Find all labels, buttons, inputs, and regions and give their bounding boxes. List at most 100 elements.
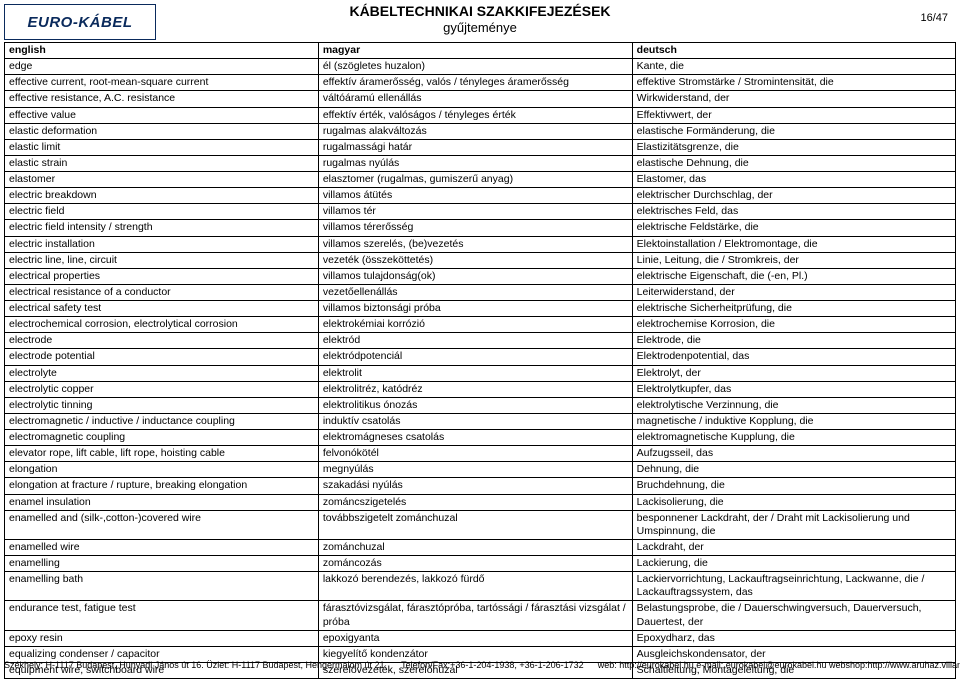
- cell: elektrochemise Korrosion, die: [632, 317, 955, 333]
- footer-address: Székhely: H-1117 Budapest, Hunyadi János…: [4, 660, 387, 670]
- table-row: electrolytic tinningelektrolitikus ónozá…: [5, 397, 956, 413]
- cell: elektrolitikus ónozás: [318, 397, 632, 413]
- cell: Wirkwiderstand, der: [632, 91, 955, 107]
- cell: Linie, Leitung, die / Stromkreis, der: [632, 252, 955, 268]
- cell: továbbszigetelt zománchuzal: [318, 510, 632, 539]
- cell: Lackdraht, der: [632, 539, 955, 555]
- table-row: elastic strainrugalmas nyúláselastische …: [5, 155, 956, 171]
- cell: rugalmas nyúlás: [318, 155, 632, 171]
- cell: Lackierung, die: [632, 556, 955, 572]
- cell: electrochemical corrosion, electrolytica…: [5, 317, 319, 333]
- cell: elastomer: [5, 172, 319, 188]
- cell: Elektrode, die: [632, 333, 955, 349]
- table-row: electrical safety testvillamos biztonság…: [5, 301, 956, 317]
- cell: electric field intensity / strength: [5, 220, 319, 236]
- cell: electrical resistance of a conductor: [5, 284, 319, 300]
- table-row: elastomerelasztomer (rugalmas, gumiszerű…: [5, 172, 956, 188]
- cell: electrical safety test: [5, 301, 319, 317]
- cell: elektródpotenciál: [318, 349, 632, 365]
- glossary-table-wrap: englishmagyardeutsch edgeél (szögletes h…: [4, 42, 956, 679]
- table-row: effective resistance, A.C. resistancevál…: [5, 91, 956, 107]
- cell: rugalmassági határ: [318, 139, 632, 155]
- table-row: enamelling bathlakkozó berendezés, lakko…: [5, 572, 956, 601]
- cell: elastische Formänderung, die: [632, 123, 955, 139]
- cell: elastische Dehnung, die: [632, 155, 955, 171]
- cell: fárasztóvizsgálat, fárasztópróba, tartós…: [318, 601, 632, 630]
- cell: villamos tulajdonság(ok): [318, 268, 632, 284]
- table-row: epoxy resinepoxigyantaEpoxydharz, das: [5, 630, 956, 646]
- cell: edge: [5, 59, 319, 75]
- table-row: edgeél (szögletes huzalon)Kante, die: [5, 59, 956, 75]
- cell: villamos tér: [318, 204, 632, 220]
- table-row: elongationmegnyúlásDehnung, die: [5, 462, 956, 478]
- cell: Elektrolyt, der: [632, 365, 955, 381]
- cell: elastic deformation: [5, 123, 319, 139]
- cell: Epoxydharz, das: [632, 630, 955, 646]
- cell: elektromágneses csatolás: [318, 430, 632, 446]
- cell: villamos térerősség: [318, 220, 632, 236]
- column-header-2: deutsch: [632, 43, 955, 59]
- column-header-0: english: [5, 43, 319, 59]
- table-row: electric line, line, circuitvezeték (öss…: [5, 252, 956, 268]
- cell: vezeték (összeköttetés): [318, 252, 632, 268]
- cell: elektród: [318, 333, 632, 349]
- table-row: elastic deformationrugalmas alakváltozás…: [5, 123, 956, 139]
- cell: Elastizitätsgrenze, die: [632, 139, 955, 155]
- table-row: effective valueeffektív érték, valóságos…: [5, 107, 956, 123]
- cell: elektrolit: [318, 365, 632, 381]
- cell: Aufzugsseil, das: [632, 446, 955, 462]
- table-row: electrical propertiesvillamos tulajdonsá…: [5, 268, 956, 284]
- cell: villamos szerelés, (be)vezetés: [318, 236, 632, 252]
- cell: elektrolytische Verzinnung, die: [632, 397, 955, 413]
- cell: enamelling bath: [5, 572, 319, 601]
- cell: enamelling: [5, 556, 319, 572]
- table-row: electromagnetic / inductive / inductance…: [5, 413, 956, 429]
- cell: Leiterwiderstand, der: [632, 284, 955, 300]
- footer-phone: Telefon/Fax:+36-1-204-1938, +36-1-206-17…: [401, 660, 584, 670]
- cell: Bruchdehnung, die: [632, 478, 955, 494]
- cell: elektromagnetische Kupplung, die: [632, 430, 955, 446]
- table-row: electric breakdownvillamos átütéselektri…: [5, 188, 956, 204]
- cell: Elektrolytkupfer, das: [632, 381, 955, 397]
- cell: electrode potential: [5, 349, 319, 365]
- cell: electromagnetic coupling: [5, 430, 319, 446]
- table-row: effective current, root-mean-square curr…: [5, 75, 956, 91]
- cell: electric line, line, circuit: [5, 252, 319, 268]
- cell: elasztomer (rugalmas, gumiszerű anyag): [318, 172, 632, 188]
- glossary-table: englishmagyardeutsch edgeél (szögletes h…: [4, 42, 956, 679]
- footer: Székhely: H-1117 Budapest, Hunyadi János…: [4, 660, 956, 670]
- table-row: electromagnetic couplingelektromágneses …: [5, 430, 956, 446]
- table-row: elevator rope, lift cable, lift rope, ho…: [5, 446, 956, 462]
- cell: endurance test, fatigue test: [5, 601, 319, 630]
- cell: elektrische Eigenschaft, die (-en, Pl.): [632, 268, 955, 284]
- table-row: electric installationvillamos szerelés, …: [5, 236, 956, 252]
- cell: elektrische Sicherheitprüfung, die: [632, 301, 955, 317]
- cell: felvonókötél: [318, 446, 632, 462]
- cell: induktív csatolás: [318, 413, 632, 429]
- table-row: enamel insulationzománcszigetelésLackiso…: [5, 494, 956, 510]
- cell: epoxigyanta: [318, 630, 632, 646]
- page-subtitle: gyűjteménye: [0, 20, 960, 35]
- table-row: electrodeelektródElektrode, die: [5, 333, 956, 349]
- cell: váltóáramú ellenállás: [318, 91, 632, 107]
- cell: effektív áramerősség, valós / tényleges …: [318, 75, 632, 91]
- cell: villamos átütés: [318, 188, 632, 204]
- cell: elastic limit: [5, 139, 319, 155]
- cell: elektrisches Feld, das: [632, 204, 955, 220]
- cell: elektrische Feldstärke, die: [632, 220, 955, 236]
- table-row: electrolytic copperelektrolitréz, katódr…: [5, 381, 956, 397]
- cell: electric breakdown: [5, 188, 319, 204]
- cell: effective value: [5, 107, 319, 123]
- cell: Kante, die: [632, 59, 955, 75]
- cell: elongation at fracture / rupture, breaki…: [5, 478, 319, 494]
- cell: Lackiervorrichtung, Lackauftragseinricht…: [632, 572, 955, 601]
- cell: effective resistance, A.C. resistance: [5, 91, 319, 107]
- table-row: elongation at fracture / rupture, breaki…: [5, 478, 956, 494]
- cell: epoxy resin: [5, 630, 319, 646]
- cell: szakadási nyúlás: [318, 478, 632, 494]
- table-row: endurance test, fatigue testfárasztóvizs…: [5, 601, 956, 630]
- table-row: electrochemical corrosion, electrolytica…: [5, 317, 956, 333]
- cell: electrolyte: [5, 365, 319, 381]
- page-number: 16/47: [920, 12, 948, 24]
- cell: villamos biztonsági próba: [318, 301, 632, 317]
